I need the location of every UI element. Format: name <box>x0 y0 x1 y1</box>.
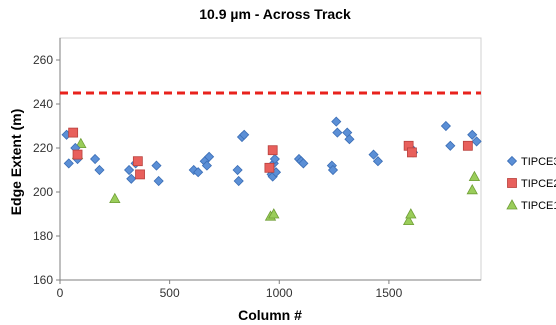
x-tick-label: 500 <box>160 286 180 300</box>
tipce1-point <box>109 192 121 204</box>
x-tick-label: 0 <box>57 286 64 300</box>
x-tick-label: 1500 <box>376 286 403 300</box>
tipce3-legend-label: TIPCE3 <box>521 156 556 168</box>
tipce1-point <box>405 208 417 219</box>
tipce2-point <box>462 140 473 151</box>
tipce3-point <box>193 167 204 178</box>
tipce3-point <box>298 158 309 169</box>
tipce3-point <box>201 160 212 171</box>
tipce1-legend-marker <box>506 199 518 210</box>
plot-area: 160 180 200 220 240 260 0 500 1000 1500 <box>33 37 482 300</box>
tipce2-point <box>132 156 143 167</box>
tipce3-point <box>269 153 280 165</box>
tipce3-point <box>151 160 162 171</box>
tipce3-point <box>344 134 355 145</box>
tipce3-point <box>232 164 243 176</box>
x-axis-title: Column # <box>238 307 302 323</box>
tipce2-point <box>267 145 278 156</box>
tipce3-point <box>327 164 339 176</box>
tipce3-point <box>372 156 384 167</box>
tipce3-point <box>368 149 379 160</box>
tipce1-legend-label: TIPCE1 <box>521 200 556 212</box>
tipce1-point <box>468 170 481 182</box>
tipce2-point <box>135 169 145 180</box>
y-tick-label: 180 <box>33 229 53 243</box>
legend: TIPCE3 TIPCE2 TIPCE1 <box>506 155 556 212</box>
x-tick-label: 1000 <box>266 286 293 300</box>
y-tick-label: 240 <box>33 97 53 111</box>
tipce3-point <box>445 140 456 151</box>
tipce2-point <box>264 162 275 173</box>
tipce2-legend-label: TIPCE2 <box>521 178 556 190</box>
tipce3-point <box>90 153 101 165</box>
y-tick-label: 220 <box>33 141 53 155</box>
tipce2-point <box>72 149 83 160</box>
chart-title: 10.9 µm - Across Track <box>199 6 351 22</box>
y-tick-label: 260 <box>33 53 53 67</box>
tipce1-point <box>466 183 478 195</box>
tipce3-point <box>471 136 482 147</box>
y-tick-label: 200 <box>33 185 53 199</box>
tipce3-point <box>233 175 244 187</box>
y-axis-title: Edge Extent (m) <box>8 109 24 216</box>
tipce3-legend-marker <box>506 155 518 167</box>
tipce3-point <box>332 127 343 138</box>
tipce3-point <box>94 164 105 176</box>
tipce3-point <box>467 129 478 140</box>
tipce3-point <box>63 158 74 169</box>
tipce2-legend-marker <box>507 178 517 188</box>
tipce3-point <box>153 175 164 187</box>
tipce3-point <box>440 120 451 132</box>
tipce3-point <box>204 151 215 162</box>
tipce2-point <box>68 127 79 138</box>
tipce3-point <box>126 173 137 184</box>
tipce3-point <box>124 164 135 176</box>
tipce1-point <box>402 214 415 226</box>
tipce1-point <box>268 208 280 219</box>
tipce1-point <box>75 137 87 149</box>
tipce3-point <box>331 116 342 127</box>
tipce3-point <box>239 129 250 140</box>
y-tick-label: 160 <box>33 273 53 287</box>
tipce2-point <box>407 147 417 158</box>
